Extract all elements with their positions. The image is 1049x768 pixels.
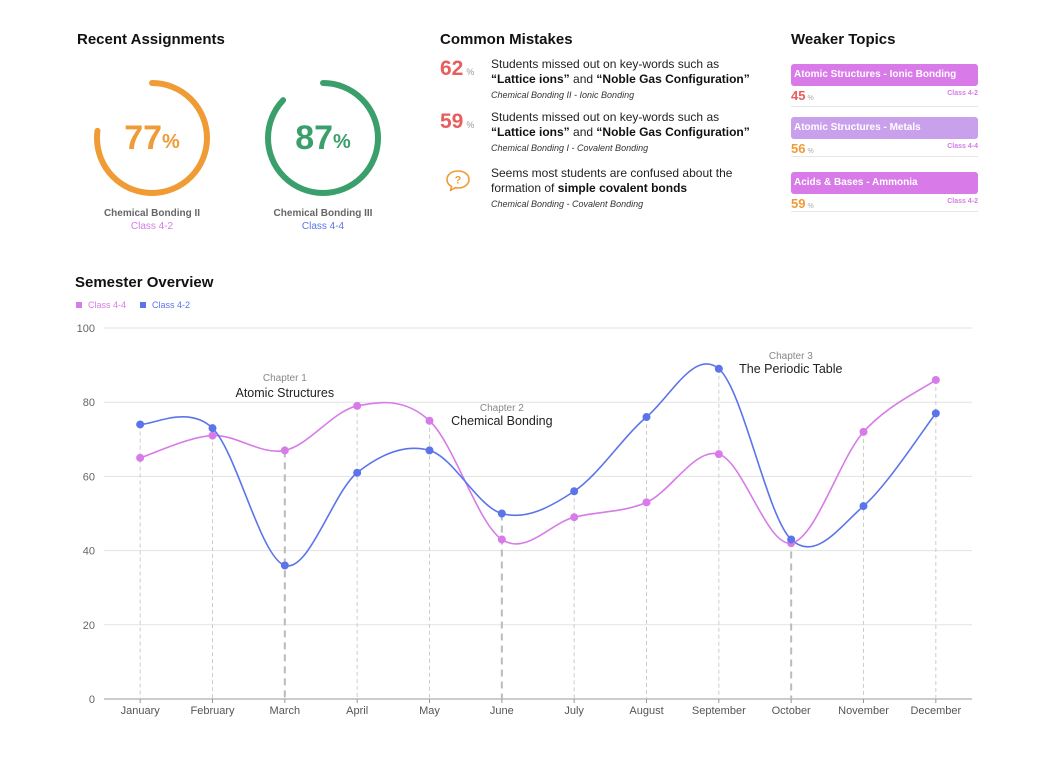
x-tick-label: April — [346, 705, 368, 717]
topic-class: Class 4-2 — [947, 90, 978, 97]
data-point — [642, 498, 651, 507]
data-point — [208, 424, 217, 433]
data-point — [425, 416, 434, 425]
x-tick-label: June — [490, 705, 514, 717]
data-point — [136, 453, 145, 462]
topic-class: Class 4-2 — [947, 198, 978, 205]
assignment-class: Class 4-4 — [301, 221, 345, 232]
mistake-source: Chemical Bonding I - Covalent Bonding — [491, 143, 649, 153]
y-tick-label: 100 — [77, 323, 95, 335]
progress-ring-arc — [265, 80, 381, 196]
y-tick-label: 80 — [83, 397, 95, 409]
x-tick-label: March — [270, 705, 301, 717]
mistake-percent: 59% — [440, 110, 475, 133]
data-point — [280, 446, 289, 455]
x-tick-label: December — [910, 705, 961, 717]
x-tick-label: October — [772, 705, 811, 717]
mistake-source: Chemical Bonding - Covalent Bonding — [491, 199, 644, 209]
legend-swatch — [140, 302, 147, 308]
semester-overview-title: Semester Overview — [75, 274, 214, 291]
y-tick-label: 60 — [83, 471, 95, 483]
data-point — [714, 450, 723, 459]
legend-item[interactable]: Class 4-2 — [140, 300, 190, 310]
topic-value: 59% — [791, 196, 814, 211]
assignment-card[interactable]: 87% Chemical Bonding III Class 4-4 — [258, 77, 388, 232]
mistake-item: 62% Students missed out on key-words suc… — [440, 57, 760, 105]
topic-bar: Acids & Bases - Ammonia — [791, 172, 978, 194]
series-line — [140, 363, 937, 567]
x-tick-label: February — [190, 705, 235, 717]
weaker-topic[interactable]: Atomic Structures - Metals 56% Class 4-4 — [791, 117, 978, 157]
assignment-name: Chemical Bonding II — [103, 208, 201, 219]
chapter-title: Atomic Structures — [236, 386, 335, 400]
topic-bar: Atomic Structures - Ionic Bonding — [791, 64, 978, 86]
data-point — [425, 446, 434, 455]
progress-ring-arc — [94, 80, 210, 196]
data-point — [931, 375, 940, 384]
legend-item[interactable]: Class 4-4 — [76, 300, 126, 310]
x-tick-label: November — [838, 705, 889, 717]
common-mistakes-title: Common Mistakes — [440, 31, 573, 48]
topic-row: 59% Class 4-2 — [791, 194, 978, 212]
data-point — [859, 502, 868, 511]
progress-ring: 87% — [262, 77, 384, 199]
mistake-percent: 62% — [440, 57, 475, 80]
mistake-note-text: Seems most students are confused about t… — [491, 166, 761, 212]
legend-swatch — [76, 302, 82, 308]
data-point — [714, 364, 723, 373]
chart-legend: Class 4-4 Class 4-2 — [76, 300, 190, 310]
x-tick-label: January — [121, 705, 161, 717]
data-point — [497, 535, 506, 544]
assignment-class: Class 4-2 — [130, 221, 174, 232]
mistake-source: Chemical Bonding II - Ionic Bonding — [491, 90, 635, 100]
y-tick-label: 0 — [89, 694, 95, 706]
chapter-title: The Periodic Table — [739, 362, 842, 376]
data-point — [208, 431, 217, 440]
topic-value: 45% — [791, 88, 814, 103]
mistake-item: 59% Students missed out on key-words suc… — [440, 110, 760, 158]
ring-value: 87% — [295, 118, 351, 157]
x-tick-label: July — [564, 705, 584, 717]
x-tick-label: May — [419, 705, 440, 717]
data-point — [570, 513, 579, 522]
topic-class: Class 4-4 — [947, 143, 978, 150]
y-tick-label: 40 — [83, 546, 95, 558]
assignment-name: Chemical Bonding III — [273, 208, 373, 219]
mistake-note: Seems most students are confused about t… — [440, 166, 760, 214]
chapter-label: Chapter 2 — [480, 403, 524, 414]
weaker-topics-title: Weaker Topics — [791, 31, 896, 48]
y-tick-label: 20 — [83, 620, 95, 632]
data-point — [787, 535, 796, 544]
progress-ring: 77% — [91, 77, 213, 199]
topic-value: 56% — [791, 141, 814, 156]
data-point — [859, 427, 868, 436]
weaker-topic[interactable]: Atomic Structures - Ionic Bonding 45% Cl… — [791, 64, 978, 107]
data-point — [570, 487, 579, 496]
data-point — [642, 413, 651, 422]
topic-row: 45% Class 4-2 — [791, 86, 978, 107]
x-tick-label: August — [629, 705, 663, 717]
data-point — [136, 420, 145, 429]
chapter-label: Chapter 1 — [263, 373, 307, 384]
x-tick-label: September — [692, 705, 746, 717]
ring-value: 77% — [124, 118, 180, 157]
question-bubble-icon: ? — [446, 170, 470, 192]
weaker-topic[interactable]: Acids & Bases - Ammonia 59% Class 4-2 — [791, 172, 978, 212]
chapter-label: Chapter 3 — [769, 351, 813, 362]
topic-row: 56% Class 4-4 — [791, 139, 978, 157]
series-line — [139, 379, 937, 545]
data-point — [497, 509, 506, 518]
svg-text:?: ? — [455, 175, 462, 187]
data-point — [353, 468, 362, 477]
topic-bar: Atomic Structures - Metals — [791, 117, 978, 139]
mistake-text: Students missed out on key-words such as… — [491, 57, 761, 103]
mistake-text: Students missed out on key-words such as… — [491, 110, 761, 156]
recent-assignments-title: Recent Assignments — [77, 31, 225, 48]
data-point — [931, 409, 940, 418]
assignment-card[interactable]: 77% Chemical Bonding II Class 4-2 — [87, 77, 217, 232]
data-point — [280, 561, 289, 570]
chapter-title: Chemical Bonding — [451, 414, 552, 428]
data-point — [353, 401, 362, 410]
